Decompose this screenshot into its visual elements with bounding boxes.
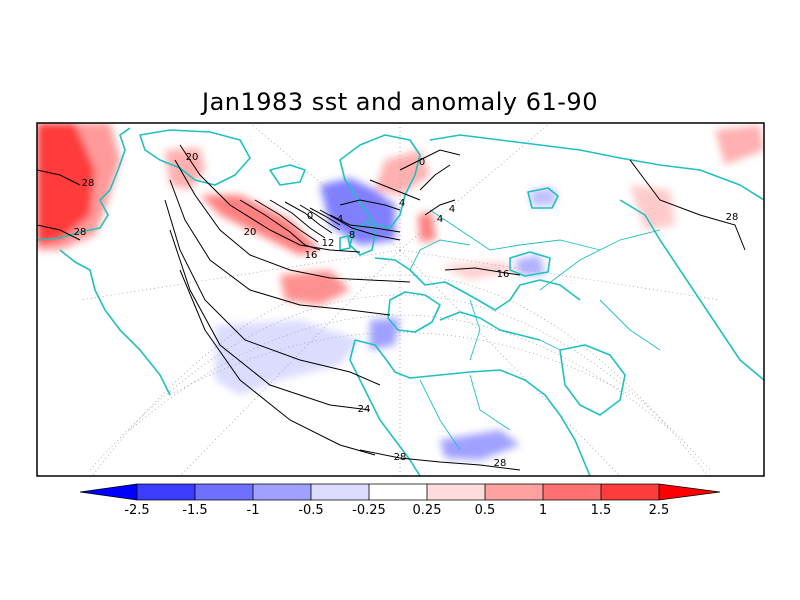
anomaly-warm-pacific <box>630 185 675 230</box>
anomaly-cool-subtropical <box>215 320 360 395</box>
colorbar-bin <box>369 484 427 500</box>
coast-arabia <box>559 344 626 416</box>
colorbar-tick-label: -1 <box>247 503 260 518</box>
contour-label: 20 <box>186 152 199 163</box>
contour-label: 16 <box>305 250 318 261</box>
anomaly-warm-baltic <box>418 212 436 242</box>
borders <box>409 209 661 451</box>
anomaly-warm-east-siberia <box>715 125 764 165</box>
contour-label: 20 <box>244 227 257 238</box>
anomaly-cool-caspian <box>530 188 556 206</box>
coast-greenland <box>139 129 251 186</box>
anomaly-cool-black-sea <box>515 255 545 275</box>
anomaly-shading <box>37 123 764 460</box>
map-frame <box>36 122 765 477</box>
contour-label: 28 <box>726 212 739 223</box>
colorbar-bin <box>485 484 543 500</box>
coast-north-america <box>37 127 171 396</box>
coast-africa <box>354 339 591 476</box>
coast-iceland <box>269 164 306 186</box>
colorbar-bin <box>253 484 311 500</box>
colorbar-bin <box>137 484 195 500</box>
contour-label: 4 <box>337 214 343 225</box>
contour-label: 12 <box>322 238 335 249</box>
anomaly-warm-midatlantic <box>280 270 350 305</box>
colorbar-left-arrow <box>80 484 137 500</box>
coast-black-sea <box>509 251 551 277</box>
contour-label: 8 <box>349 230 355 241</box>
colorbar-bin <box>543 484 601 500</box>
contour-label: 28 <box>82 178 95 189</box>
colorbar-tick-label: 1 <box>539 503 547 518</box>
contour-label: 16 <box>497 269 510 280</box>
colorbar-tick-label: -1.5 <box>182 503 207 518</box>
colorbar-tick-label: -0.25 <box>352 503 386 518</box>
colorbar-tick-label: 0.5 <box>475 503 496 518</box>
anomaly-warm-nw-core <box>37 123 95 245</box>
colorbar-tick-label: -0.5 <box>298 503 323 518</box>
contour-label: 0 <box>307 211 313 222</box>
anomaly-warm-mediterranean <box>440 262 520 280</box>
contour-label: 4 <box>449 204 455 215</box>
coast-iberia <box>387 291 441 333</box>
coast-africa-west <box>349 339 421 476</box>
colorbar: -2.5 -1.5 -1 -0.5 -0.25 0.25 0.5 1 1.5 2… <box>79 483 721 518</box>
sst-contours <box>37 144 746 471</box>
colorbar-bin <box>601 484 659 500</box>
contour-label: 4 <box>399 198 405 209</box>
map-title: Jan1983 sst and anomaly 61-90 <box>202 88 598 116</box>
coast-asia-east <box>619 199 764 381</box>
contour-labels: 28 28 20 20 16 12 8 4 0 0 4 4 4 16 28 24… <box>74 152 739 469</box>
graticule <box>79 123 721 476</box>
contour-label: 28 <box>394 452 407 463</box>
colorbar-bin <box>427 484 485 500</box>
anomaly-cool-biscay <box>370 318 400 350</box>
anomaly-cool-redsea <box>440 430 520 460</box>
coast-scandinavia <box>339 134 421 229</box>
coast-finland-russia <box>429 134 764 201</box>
colorbar-right-arrow <box>659 484 720 500</box>
contour-label: 28 <box>494 458 507 469</box>
colorbar-tick-label: 0.25 <box>413 503 442 518</box>
colorbar-tick-label: 1.5 <box>591 503 612 518</box>
contour-label: 4 <box>437 214 443 225</box>
colorbar-bin <box>195 484 253 500</box>
anomaly-warm-norwegian <box>375 150 430 195</box>
coast-british-isles <box>339 221 376 256</box>
colorbar-tick-label: -2.5 <box>124 503 149 518</box>
coast-caspian <box>527 187 559 209</box>
colorbar-bin <box>311 484 369 500</box>
contour-label: 24 <box>358 404 371 415</box>
contour-label: 0 <box>419 157 425 168</box>
contour-label: 28 <box>74 227 87 238</box>
colorbar-tick-label: 2.5 <box>649 503 670 518</box>
